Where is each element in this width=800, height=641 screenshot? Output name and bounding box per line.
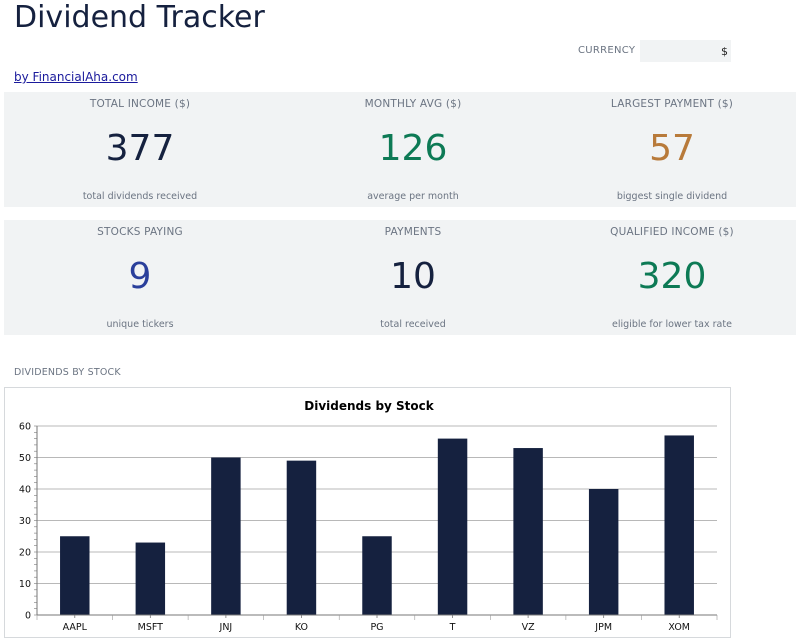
bar-msft	[135, 542, 166, 615]
page-title: Dividend Tracker	[14, 0, 265, 35]
kpi-qualified-income: QUALIFIED INCOME ($) 320 eligible for lo…	[542, 220, 800, 335]
kpi-payments: PAYMENTS 10 total received	[283, 220, 543, 335]
bar-t	[437, 438, 468, 615]
y-tick-label: 20	[19, 548, 31, 559]
bar-xom	[664, 435, 694, 615]
y-tick-label: 60	[19, 422, 31, 433]
kpi-largest-payment: LARGEST PAYMENT ($) 57 biggest single di…	[542, 92, 800, 207]
kpi-value: 377	[105, 128, 175, 169]
x-tick-label: VZ	[522, 622, 535, 633]
bar-jnj	[211, 457, 241, 615]
kpi-row-payments: STOCKS PAYING 9 unique tickers PAYMENTS …	[4, 220, 796, 335]
x-tick-label: JPM	[594, 622, 612, 633]
x-tick-label: AAPL	[63, 622, 88, 633]
byline-link[interactable]: by FinancialAha.com	[14, 70, 138, 84]
kpi-subtext: total received	[380, 319, 446, 330]
currency-input[interactable]	[640, 40, 731, 62]
dividends-bar-chart: Dividends by Stock 0 10 20 30 40 50 60 AAPL MSFT…	[19, 399, 718, 633]
y-tick-label: 40	[19, 485, 31, 496]
kpi-total-income: TOTAL INCOME ($) 377 total dividends rec…	[10, 92, 270, 207]
kpi-value: 320	[637, 256, 707, 297]
bar-aapl	[60, 536, 90, 615]
y-tick-label: 10	[19, 579, 31, 590]
dividends-chart-panel: Dividends by Stock 0 10 20 30 40 50 60 AAPL MSFT…	[4, 387, 731, 638]
section-label: DIVIDENDS BY STOCK	[14, 367, 121, 378]
bar-jpm	[588, 489, 619, 615]
kpi-label: LARGEST PAYMENT ($)	[610, 98, 734, 110]
kpi-value: 126	[378, 128, 448, 169]
bar-ko	[286, 460, 317, 615]
x-tick-label: T	[449, 622, 456, 633]
kpi-row-income: TOTAL INCOME ($) 377 total dividends rec…	[4, 92, 796, 207]
kpi-subtext: biggest single dividend	[616, 191, 728, 202]
kpi-label: TOTAL INCOME ($)	[89, 98, 191, 110]
x-tick-label: KO	[295, 622, 308, 633]
kpi-value: 9	[128, 256, 152, 297]
kpi-label: STOCKS PAYING	[97, 226, 183, 238]
x-tick-label: PG	[370, 622, 383, 633]
y-tick-label: 50	[19, 453, 31, 464]
y-tick-label: 0	[25, 611, 31, 622]
kpi-label: MONTHLY AVG ($)	[364, 98, 462, 110]
kpi-label: PAYMENTS	[384, 226, 442, 238]
bar-pg	[362, 536, 392, 615]
bar-vz	[513, 448, 543, 615]
currency-label: CURRENCY	[578, 45, 636, 56]
kpi-value: 57	[649, 128, 695, 169]
kpi-subtext: average per month	[367, 191, 459, 202]
x-tick-label: XOM	[668, 622, 690, 633]
kpi-label: QUALIFIED INCOME ($)	[610, 226, 734, 238]
kpi-monthly-avg: MONTHLY AVG ($) 126 average per month	[283, 92, 543, 207]
kpi-subtext: unique tickers	[106, 319, 174, 330]
x-tick-label: JNJ	[219, 622, 233, 633]
kpi-stocks-paying: STOCKS PAYING 9 unique tickers	[10, 220, 270, 335]
x-tick-label: MSFT	[138, 622, 164, 633]
kpi-subtext: eligible for lower tax rate	[612, 319, 732, 330]
kpi-subtext: total dividends received	[82, 191, 198, 202]
chart-title: Dividends by Stock	[304, 399, 435, 413]
y-tick-label: 30	[19, 516, 31, 527]
kpi-value: 10	[390, 256, 436, 297]
